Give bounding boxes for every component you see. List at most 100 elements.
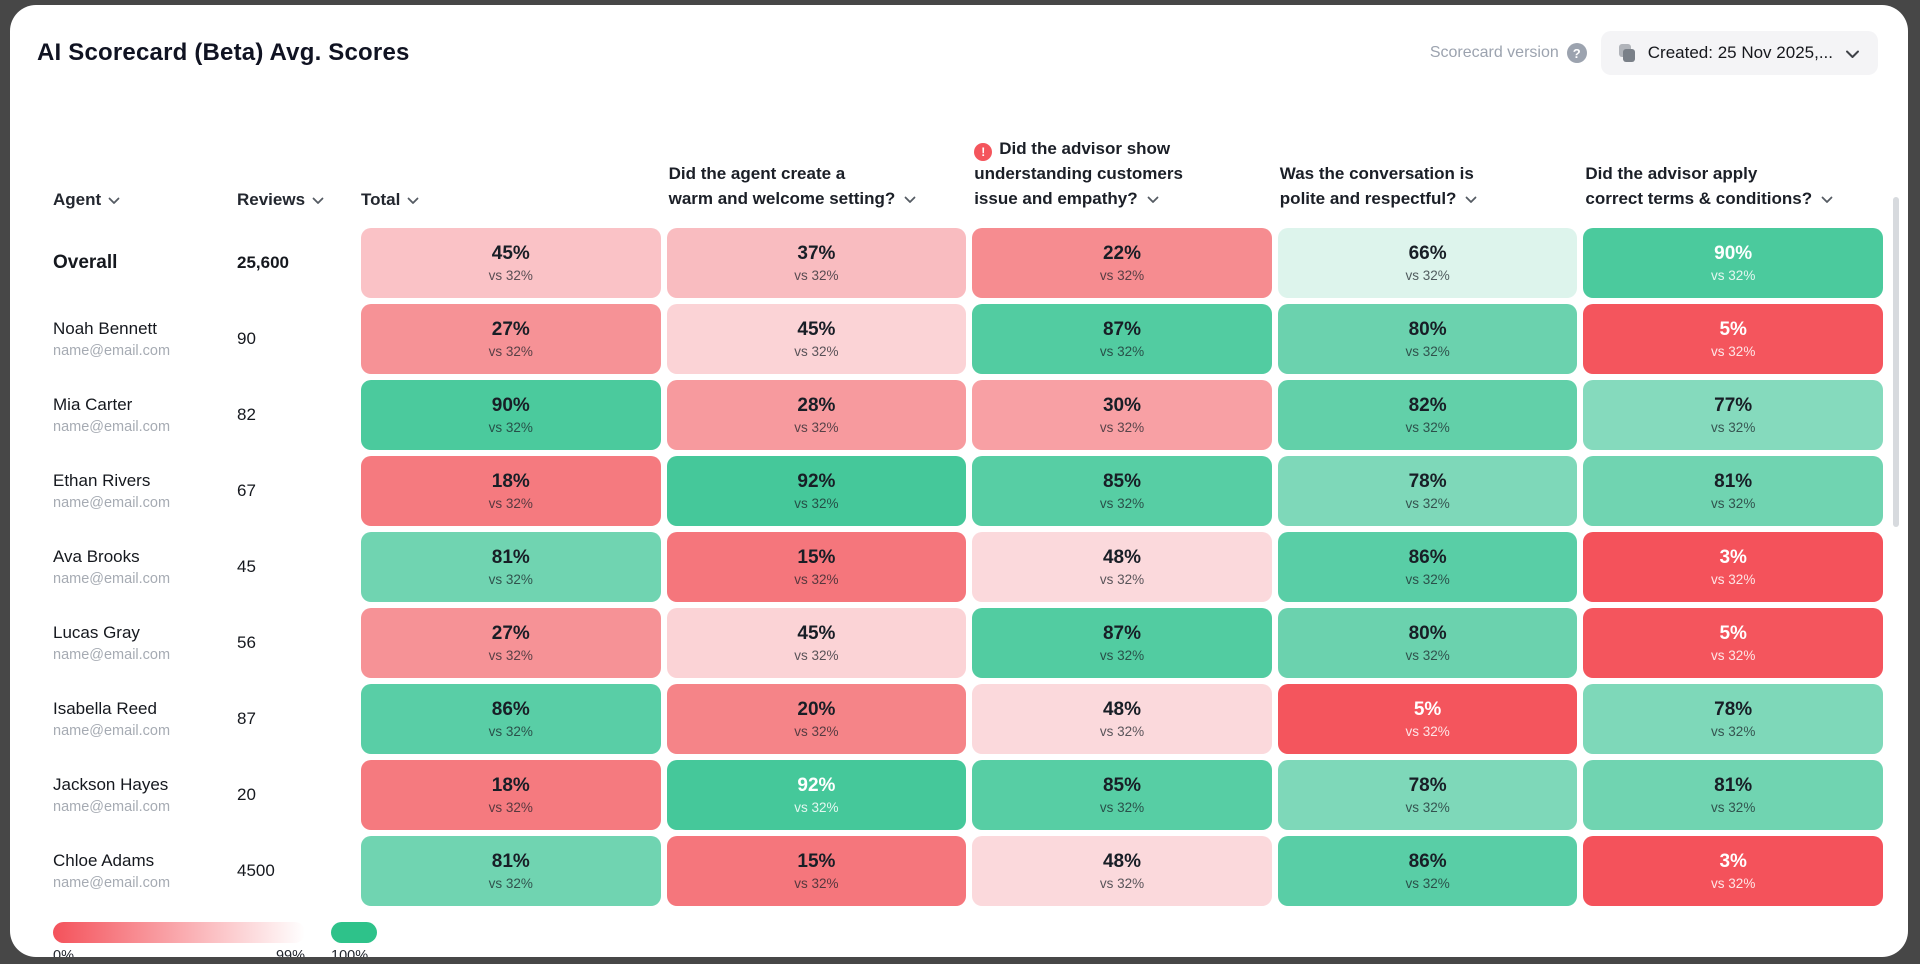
agent-name: Jackson Hayes [53, 775, 169, 794]
score-value: 48% [1102, 851, 1141, 872]
score-vs: vs 32% [1099, 344, 1145, 359]
reviews-count: 25,600 [237, 253, 289, 272]
sort-chevron-icon [1821, 186, 1833, 211]
top-bar: AI Scorecard (Beta) Avg. Scores Scorecar… [10, 5, 1908, 75]
score-value: 80% [1408, 623, 1447, 644]
score-value: 78% [1408, 471, 1447, 492]
score-value: 45% [797, 623, 836, 644]
question-line: Did the agent create a [669, 161, 967, 186]
agent-name: Ethan Rivers [53, 471, 151, 490]
table-row: Jackson Hayes name@email.com 20 18% vs 3… [10, 760, 1908, 830]
table-row: Mia Carter name@email.com 82 90% vs 32% … [10, 380, 1908, 450]
column-header-total[interactable]: Total [361, 190, 661, 211]
version-controls: Scorecard version ? Created: 25 Nov 2025… [1430, 31, 1878, 75]
score-cell: 92% vs 32% [666, 456, 967, 526]
score-cell: 37% vs 32% [666, 228, 967, 298]
table-row: Noah Bennett name@email.com 90 27% vs 32… [10, 304, 1908, 374]
score-value: 81% [491, 851, 530, 872]
score-value: 81% [491, 547, 530, 568]
score-vs: vs 32% [1711, 724, 1756, 739]
question-text: Did the advisor show [999, 138, 1171, 158]
column-header-question[interactable]: ! Did the advisor show understanding custo… [972, 136, 1272, 212]
agent-email: name@email.com [53, 571, 171, 587]
score-value: 22% [1102, 243, 1141, 264]
score-vs: vs 32% [1099, 724, 1145, 739]
score-cell: 45% vs 32% [361, 228, 661, 298]
sort-chevron-icon [1465, 186, 1477, 211]
score-value: 37% [797, 243, 836, 264]
chevron-down-icon [1845, 43, 1860, 63]
agent-cell: Ava Brooks name@email.com [53, 532, 231, 602]
question-text: issue and empathy? [974, 189, 1138, 208]
score-vs: vs 32% [488, 344, 533, 359]
agent-cell: Isabella Reed name@email.com [53, 684, 231, 754]
score-value: 85% [1102, 471, 1141, 492]
score-cell: 81% vs 32% [1583, 456, 1883, 526]
sort-chevron-icon [108, 190, 120, 210]
score-vs: vs 32% [1711, 344, 1756, 359]
score-cell: 87% vs 32% [972, 608, 1272, 678]
agent-cell: Jackson Hayes name@email.com [53, 760, 231, 830]
score-value: 86% [1408, 547, 1447, 568]
question-text: Did the advisor apply [1585, 164, 1758, 183]
question-text: Was the conversation is [1279, 164, 1474, 183]
copy-icon [1618, 43, 1636, 63]
reviews-count: 90 [237, 329, 256, 348]
score-value: 18% [491, 471, 530, 492]
score-cell: 3% vs 32% [1583, 532, 1883, 602]
score-vs: vs 32% [1711, 876, 1756, 891]
score-vs: vs 32% [488, 800, 533, 815]
score-value: 48% [1102, 699, 1141, 720]
version-dropdown-button[interactable]: Created: 25 Nov 2025,... [1600, 31, 1878, 75]
reviews-count: 45 [237, 557, 256, 576]
question-text: understanding customers [974, 164, 1183, 183]
column-header-agent[interactable]: Agent [53, 190, 231, 211]
score-value: 18% [491, 775, 530, 796]
score-cell: 92% vs 32% [666, 760, 967, 830]
help-icon[interactable]: ? [1566, 43, 1587, 63]
score-cell: 86% vs 32% [361, 684, 661, 754]
score-cell: 81% vs 32% [361, 532, 661, 602]
question-text: polite and respectful? [1279, 189, 1457, 208]
reviews-count: 87 [237, 709, 256, 728]
score-vs: vs 32% [1099, 876, 1145, 891]
score-cell: 87% vs 32% [972, 304, 1272, 374]
score-cell: 3% vs 32% [1583, 836, 1883, 906]
table-row: Isabella Reed name@email.com 87 86% vs 3… [10, 684, 1908, 754]
table-row: Ava Brooks name@email.com 45 81% vs 32% … [10, 532, 1908, 602]
legend-min-label: 0% [53, 948, 74, 957]
score-vs: vs 32% [1405, 420, 1450, 435]
score-value: 30% [1102, 395, 1141, 416]
score-cell: 78% vs 32% [1277, 760, 1578, 830]
score-value: 86% [1408, 851, 1447, 872]
question-text: warm and welcome setting? [668, 189, 896, 208]
score-vs: vs 32% [1405, 724, 1450, 739]
score-vs: vs 32% [794, 648, 839, 663]
score-value: 81% [1714, 775, 1753, 796]
score-vs: vs 32% [794, 572, 839, 587]
score-cell: 81% vs 32% [1583, 760, 1883, 830]
question-line: Did the advisor apply [1585, 161, 1883, 186]
score-vs: vs 32% [794, 800, 839, 815]
score-value: 15% [797, 547, 836, 568]
score-cell: 20% vs 32% [666, 684, 967, 754]
column-header-label: Reviews [237, 190, 306, 209]
score-vs: vs 32% [794, 344, 839, 359]
score-value: 3% [1719, 851, 1747, 872]
question-line: ! Did the advisor show [974, 136, 1272, 161]
question-line: Was the conversation is [1280, 161, 1578, 186]
score-vs: vs 32% [488, 724, 533, 739]
column-header-reviews[interactable]: Reviews [237, 190, 355, 211]
agent-email: name@email.com [53, 343, 171, 359]
column-header-question[interactable]: Was the conversation is polite and respec… [1278, 161, 1578, 211]
sort-chevron-icon [407, 190, 419, 210]
vertical-scrollbar[interactable] [1893, 197, 1899, 527]
score-vs: vs 32% [488, 268, 533, 283]
column-header-question[interactable]: Did the agent create a warm and welcome s… [667, 161, 967, 211]
score-vs: vs 32% [488, 420, 533, 435]
column-header-question[interactable]: Did the advisor apply correct terms & con… [1583, 161, 1883, 211]
score-vs: vs 32% [488, 876, 533, 891]
score-vs: vs 32% [794, 268, 839, 283]
score-value: 92% [797, 471, 836, 492]
